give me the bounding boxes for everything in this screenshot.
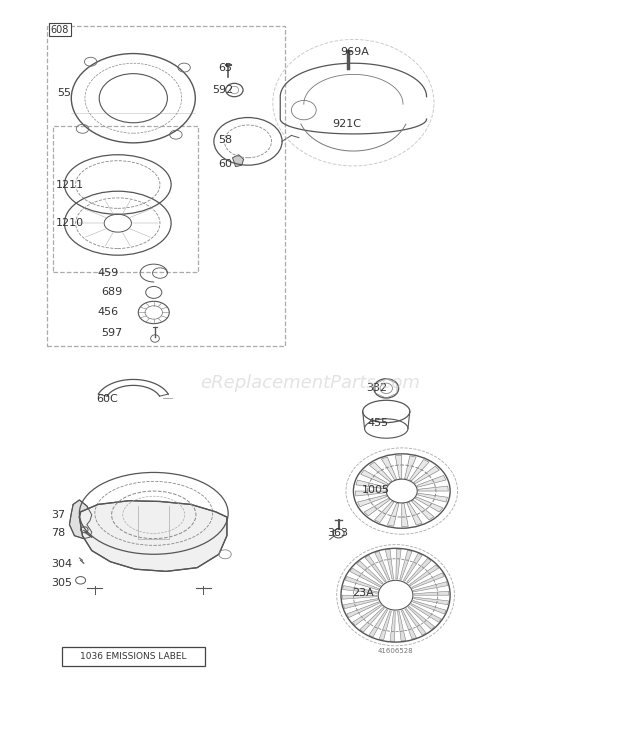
Polygon shape [417,475,446,487]
Polygon shape [79,501,227,571]
Polygon shape [386,549,394,579]
Polygon shape [418,486,448,491]
Polygon shape [414,466,440,484]
Polygon shape [345,577,379,590]
Bar [62,647,205,666]
Text: 597: 597 [102,328,123,339]
Polygon shape [400,551,412,580]
Polygon shape [418,493,448,502]
Text: 41606528: 41606528 [378,648,414,654]
Text: 1211: 1211 [56,179,84,190]
Polygon shape [407,558,432,583]
Text: 60: 60 [218,158,232,169]
Polygon shape [356,480,386,489]
Text: 305: 305 [51,577,72,588]
Polygon shape [402,504,408,527]
Text: 592: 592 [212,85,233,95]
Text: 60C: 60C [96,394,118,404]
Polygon shape [374,551,390,580]
Polygon shape [396,455,402,478]
Polygon shape [347,602,379,618]
Polygon shape [350,568,381,587]
Polygon shape [404,554,422,581]
Text: 1210: 1210 [56,218,84,228]
Text: 304: 304 [51,559,72,569]
Text: 65: 65 [218,63,232,74]
Polygon shape [407,502,422,525]
Polygon shape [364,498,390,516]
Text: 23A: 23A [352,588,374,598]
Polygon shape [379,611,391,640]
Polygon shape [414,591,449,595]
Polygon shape [356,561,383,584]
Polygon shape [358,495,387,507]
Polygon shape [343,586,378,593]
Text: 969A: 969A [340,47,369,57]
Text: 37: 37 [51,510,65,520]
Polygon shape [412,500,434,520]
Text: 1036 EMISSIONS LABEL: 1036 EMISSIONS LABEL [80,652,187,661]
Polygon shape [415,497,443,512]
Polygon shape [370,462,392,482]
Text: 332: 332 [366,382,387,393]
Text: 363: 363 [327,527,348,538]
Polygon shape [410,603,441,622]
Polygon shape [369,609,388,637]
Polygon shape [405,456,416,479]
Text: 1005: 1005 [361,484,389,495]
Text: 78: 78 [51,528,65,539]
Polygon shape [410,565,439,586]
Polygon shape [342,595,377,599]
Polygon shape [405,609,426,635]
Text: eReplacementParts.com: eReplacementParts.com [200,374,420,392]
Polygon shape [412,600,446,614]
Polygon shape [361,470,388,485]
Polygon shape [397,612,405,641]
Polygon shape [410,460,429,481]
Text: 456: 456 [97,307,118,318]
Bar [53,126,198,272]
Text: 55: 55 [57,88,71,98]
Polygon shape [352,605,381,626]
Polygon shape [374,501,394,522]
Polygon shape [388,503,399,526]
Text: 689: 689 [102,287,123,298]
Polygon shape [381,457,397,480]
Polygon shape [390,612,395,641]
Text: 459: 459 [97,268,118,278]
Polygon shape [401,610,417,639]
Polygon shape [343,599,378,609]
Polygon shape [414,582,448,591]
Bar [46,26,285,346]
Text: 921C: 921C [332,119,361,129]
Polygon shape [414,597,448,605]
Text: 608: 608 [51,25,69,35]
Polygon shape [365,555,386,582]
Text: 58: 58 [218,135,232,145]
Text: 455: 455 [368,417,389,428]
Polygon shape [412,573,445,589]
Polygon shape [69,500,92,539]
Polygon shape [355,491,385,496]
Polygon shape [232,155,244,167]
Polygon shape [396,549,401,579]
Polygon shape [360,607,384,632]
Polygon shape [408,606,435,629]
